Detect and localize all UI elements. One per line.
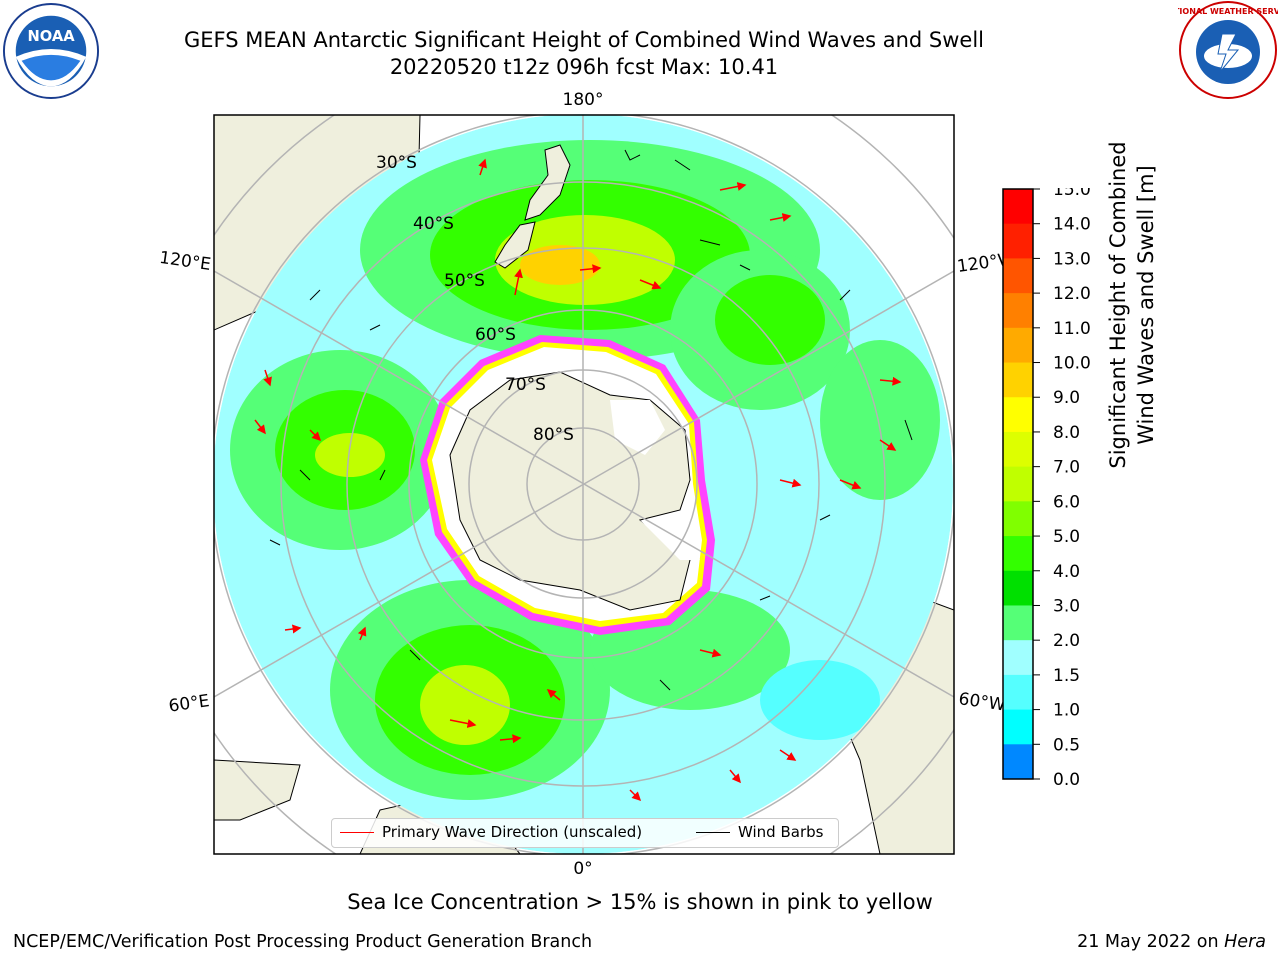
footer-credit: NCEP/EMC/Verification Post Processing Pr… (13, 932, 593, 952)
colorbar-tick-label: 9.0 (1053, 388, 1080, 408)
colorbar-label: Significant Height of Combined Wind Wave… (1106, 141, 1158, 469)
colorbar-tick-label: 10.0 (1053, 354, 1091, 374)
wave-arrows (254, 158, 902, 802)
lat-label-60s: 60°S (475, 325, 516, 345)
colorbar-swatch (1003, 744, 1033, 780)
lon-label-60w: 60°W (957, 689, 1006, 715)
noaa-logo-icon: NOAA (2, 2, 100, 100)
lat-label-50s: 50°S (444, 271, 485, 291)
wind-barbs (269, 149, 913, 691)
lat-label-30s: 30°S (376, 153, 417, 173)
nws-logo-text: NATIONAL WEATHER SERVICE (1178, 7, 1278, 16)
colorbar-tick-label: 1.0 (1053, 701, 1080, 721)
colorbar-tick-label: 4.0 (1053, 562, 1080, 582)
colorbar-ticks: 15.0 14.0 13.0 12.0 11.0 10.0 9.0 8.0 7.0 6.0 5.0 4… (1033, 188, 1091, 788)
graticule (214, 115, 954, 854)
colorbar-swatch (1003, 397, 1033, 433)
colorbar-swatch (1003, 327, 1033, 364)
colorbar-tick-label: 14.0 (1053, 215, 1091, 235)
colorbar: 15.0 14.0 13.0 12.0 11.0 10.0 9.0 8.0 7.0 6.0 5.0 4… (1002, 188, 1091, 788)
colorbar-tick-label: 7.0 (1053, 458, 1080, 478)
colorbar-tick-label: 1.5 (1053, 666, 1080, 686)
colorbar-swatch (1003, 466, 1033, 502)
wave-field (213, 114, 953, 854)
lon-label-0: 0° (573, 859, 592, 879)
colorbar-swatch (1003, 189, 1033, 225)
lat-label-40s: 40°S (413, 214, 454, 234)
colorbar-tick-label: 11.0 (1053, 319, 1091, 339)
colorbar-swatches (1003, 189, 1033, 780)
colorbar-swatch (1003, 570, 1033, 606)
colorbar-swatch (1003, 258, 1033, 294)
colorbar-tick-label: 12.0 (1053, 284, 1091, 304)
colorbar-tick-label: 6.0 (1053, 492, 1080, 512)
chart-title: GEFS MEAN Antarctic Significant Height o… (183, 28, 985, 52)
colorbar-swatch (1003, 640, 1033, 676)
colorbar-tick-label: 3.0 (1053, 596, 1080, 616)
colorbar-swatch (1003, 223, 1033, 259)
noaa-logo-text: NOAA (27, 28, 75, 45)
lat-label-70s: 70°S (505, 375, 546, 395)
lon-label-120e: 120°E (158, 248, 212, 275)
wave-direction-swatch (340, 832, 374, 833)
colorbar-tick-label: 0.0 (1053, 770, 1080, 788)
colorbar-tick-label: 15.0 (1053, 188, 1091, 200)
colorbar-swatch (1003, 709, 1033, 745)
legend-wind-barbs: Wind Barbs (738, 823, 824, 841)
nws-logo-icon: NATIONAL WEATHER SERVICE (1178, 1, 1278, 99)
colorbar-tick-label: 5.0 (1053, 527, 1080, 547)
chart-subtitle: 20220520 t12z 096h fcst Max: 10.41 (389, 55, 779, 79)
colorbar-swatch (1003, 293, 1033, 329)
wind-barb-swatch (696, 832, 730, 833)
colorbar-swatch (1003, 431, 1033, 468)
lon-label-60e: 60°E (167, 691, 210, 716)
colorbar-swatch (1003, 362, 1033, 398)
colorbar-tick-label: 0.5 (1053, 735, 1080, 755)
footer-host: Hera (1224, 932, 1266, 952)
colorbar-tick-label: 13.0 (1053, 249, 1091, 269)
colorbar-swatch (1003, 536, 1033, 572)
legend-wave-direction: Primary Wave Direction (unscaled) (382, 823, 643, 841)
colorbar-swatch (1003, 674, 1033, 711)
lat-label-80s: 80°S (533, 425, 574, 445)
colorbar-tick-label: 2.0 (1053, 631, 1080, 651)
legend: Primary Wave Direction (unscaled) Wind B… (331, 818, 839, 848)
sea-ice-note: Sea Ice Concentration > 15% is shown in … (347, 890, 933, 914)
colorbar-tick-label: 8.0 (1053, 423, 1080, 443)
colorbar-swatch (1003, 501, 1033, 537)
lon-label-180: 180° (563, 90, 604, 110)
colorbar-swatch (1003, 605, 1033, 641)
footer-date: 21 May 2022 on Hera (1077, 932, 1266, 952)
